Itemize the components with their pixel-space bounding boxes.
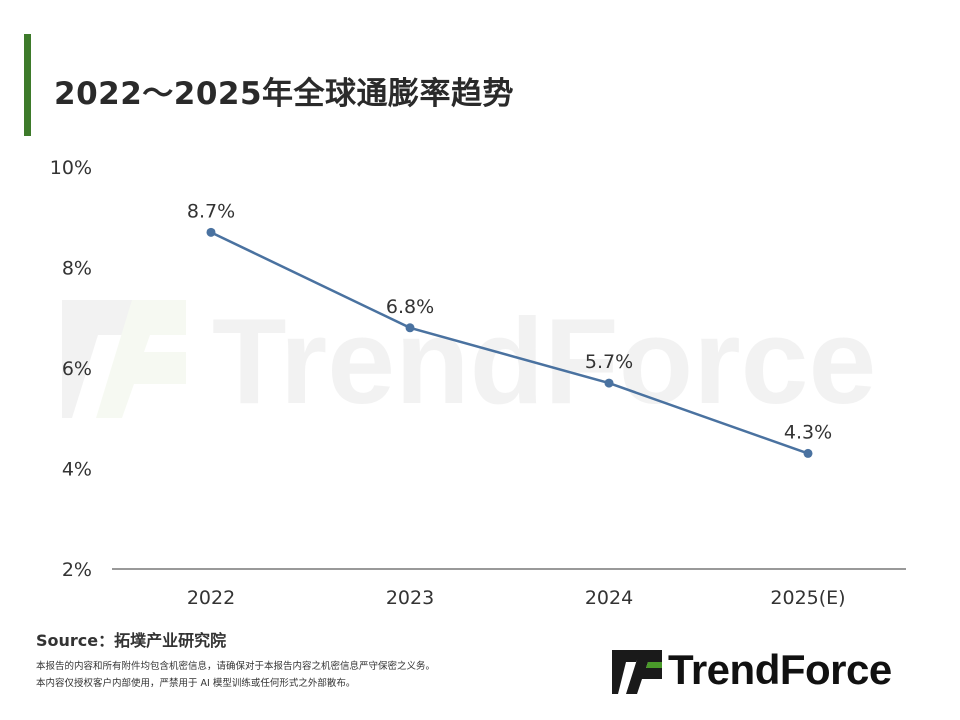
data-label: 6.8% — [386, 296, 434, 318]
data-points — [206, 227, 813, 458]
data-point — [206, 227, 216, 237]
watermark-logo-icon — [62, 300, 186, 418]
source-note: Source：拓墣产业研究院 — [36, 631, 227, 650]
disclaimer-line-1: 本报告的内容和所有附件均包含机密信息，请确保对于本报告内容之机密信息严守保密之义… — [36, 661, 436, 672]
data-point — [803, 448, 813, 458]
y-tick-label: 8% — [62, 258, 92, 280]
x-tick-label: 2025(E) — [770, 587, 845, 609]
data-point — [604, 378, 614, 388]
y-axis: 2% 4% 6% 8% 10% — [50, 157, 92, 581]
data-point — [405, 323, 415, 333]
data-label: 4.3% — [784, 421, 832, 443]
data-labels: 8.7% 6.8% 5.7% 4.3% — [187, 200, 832, 443]
y-tick-label: 4% — [62, 459, 92, 481]
disclaimer-line-2: 本内容仅授权客户内部使用，严禁用于 AI 模型训练或任何形式之外部散布。 — [36, 678, 356, 689]
watermark-text: TrendForce — [212, 293, 876, 429]
y-tick-label: 6% — [62, 358, 92, 380]
trendforce-logo-icon — [612, 650, 662, 694]
watermark: TrendForce — [62, 293, 876, 429]
x-tick-label: 2024 — [585, 587, 633, 609]
data-label: 5.7% — [585, 351, 633, 373]
y-tick-label: 10% — [50, 157, 92, 179]
brand-name: TrendForce — [668, 646, 892, 693]
chart-title: 2022～2025年全球通膨率趋势 — [54, 76, 515, 112]
data-label: 8.7% — [187, 200, 235, 222]
x-tick-label: 2023 — [386, 587, 434, 609]
title-accent-bar — [24, 34, 31, 136]
y-tick-label: 2% — [62, 559, 92, 581]
brand-logo: TrendForce — [612, 646, 932, 696]
x-axis: 2022 2023 2024 2025(E) — [187, 587, 846, 609]
x-tick-label: 2022 — [187, 587, 235, 609]
series-line — [210, 231, 809, 455]
